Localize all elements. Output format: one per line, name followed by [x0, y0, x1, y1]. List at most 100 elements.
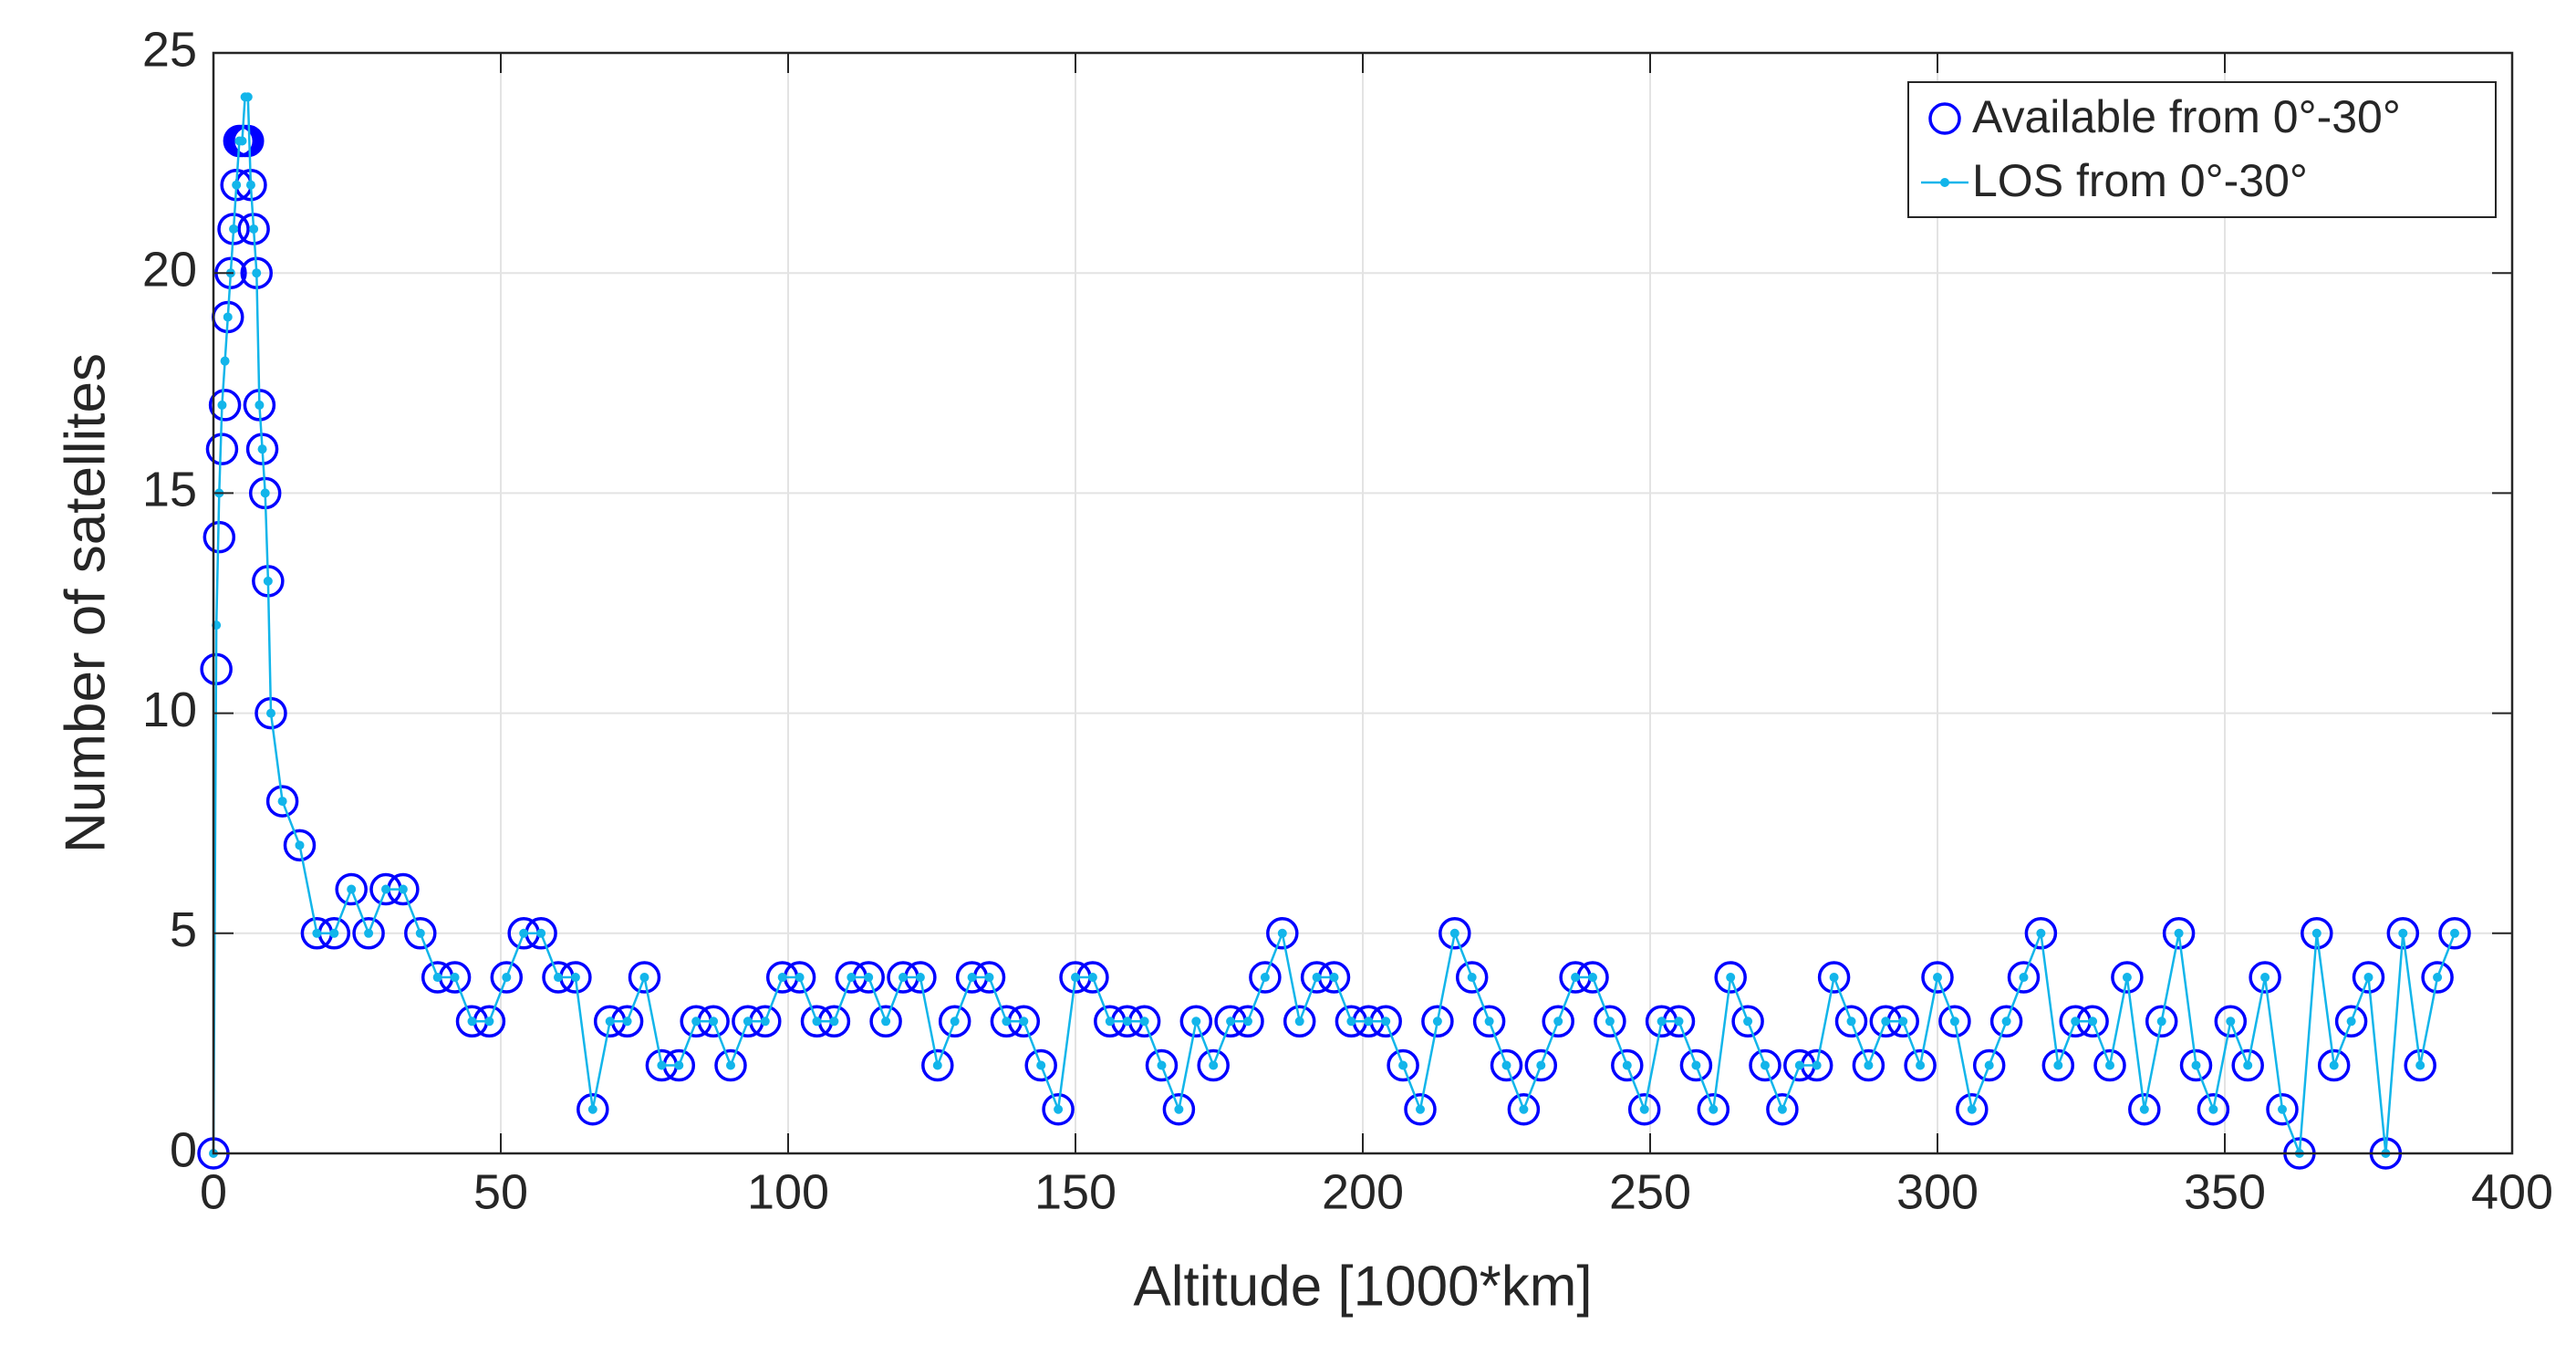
series-marker	[777, 973, 787, 983]
series-marker	[1627, 1093, 1661, 1126]
series-marker	[2156, 1017, 2166, 1027]
series-marker	[1594, 1005, 1626, 1038]
series-marker	[260, 488, 270, 498]
series-marker	[266, 708, 275, 718]
series-marker	[2438, 917, 2471, 950]
x-tick-label: 50	[473, 1164, 528, 1219]
series-marker	[1507, 1093, 1541, 1126]
series-marker	[2024, 917, 2058, 950]
series-marker	[1404, 1093, 1437, 1126]
series-marker	[1622, 1060, 1632, 1070]
series-marker	[674, 1060, 684, 1070]
series-marker	[1794, 1060, 1804, 1070]
series-marker	[921, 1048, 954, 1082]
series-marker	[243, 92, 253, 102]
series-marker	[938, 1005, 971, 1038]
series-marker	[1455, 961, 1489, 994]
series-marker	[1209, 1060, 1219, 1070]
series-marker	[1881, 1017, 1891, 1027]
legend-marker	[1928, 102, 1961, 135]
series-marker	[1657, 1017, 1667, 1027]
series-marker	[2450, 928, 2459, 938]
series-marker	[223, 312, 233, 322]
series-marker	[1674, 1017, 1684, 1027]
series-marker	[984, 973, 994, 983]
series-marker	[220, 356, 230, 366]
series-marker	[2093, 1048, 2126, 1082]
series-marker	[1277, 928, 1287, 938]
legend-box	[1907, 81, 2497, 218]
series-marker	[1956, 1093, 1989, 1126]
series-marker	[245, 180, 255, 190]
series-marker	[628, 961, 661, 994]
series-marker	[467, 1017, 477, 1027]
series-marker	[352, 917, 385, 950]
series-marker	[415, 928, 425, 938]
series-marker	[404, 917, 437, 950]
series-marker	[1490, 1048, 1523, 1082]
series-marker	[967, 973, 977, 983]
series-marker	[381, 884, 390, 894]
series-marker	[1553, 1017, 1563, 1027]
y-axis-label: Number of satellites	[54, 353, 117, 853]
series-marker	[2363, 973, 2373, 983]
series-marker	[277, 797, 287, 807]
series-marker	[760, 1017, 770, 1027]
series-marker	[2191, 1060, 2201, 1070]
series-marker	[1179, 1005, 1213, 1038]
series-marker	[1984, 1060, 1994, 1070]
series-marker	[1731, 1005, 1764, 1038]
series-marker	[1416, 1104, 1425, 1114]
series-marker	[1432, 1017, 1442, 1027]
y-tick-label: 25	[142, 22, 197, 77]
series-marker	[1243, 1017, 1252, 1027]
series-marker	[398, 884, 408, 894]
y-tick-label: 0	[170, 1122, 197, 1177]
plot-frame	[212, 51, 2514, 1155]
series-marker	[2421, 961, 2454, 994]
series-marker	[1588, 973, 1597, 983]
series-marker	[1571, 973, 1581, 983]
series-marker	[1949, 1017, 1959, 1027]
series-marker	[295, 840, 305, 850]
series-marker	[2111, 961, 2144, 994]
series-marker	[254, 400, 265, 410]
series-marker	[1197, 1048, 1230, 1082]
series-marker	[502, 973, 512, 983]
series-marker	[1249, 961, 1282, 994]
series-marker	[1042, 1093, 1075, 1126]
series-marker	[864, 973, 874, 983]
series-marker	[639, 973, 649, 983]
series-marker	[1846, 1017, 1856, 1027]
series-marker	[1691, 1060, 1701, 1070]
series-marker	[2346, 1017, 2356, 1027]
series-marker	[249, 224, 259, 234]
series-marker	[714, 1048, 747, 1082]
series-marker	[1605, 1017, 1615, 1027]
series-marker	[898, 973, 908, 983]
series-marker	[1743, 1017, 1753, 1027]
series-marker	[1524, 1048, 1558, 1082]
series-marker	[1967, 1104, 1977, 1114]
series-marker	[1283, 1005, 1316, 1038]
series-marker	[1542, 1005, 1574, 1038]
series-marker	[1421, 1005, 1454, 1038]
series-marker	[229, 224, 239, 234]
series-marker	[2415, 1060, 2425, 1070]
series-marker	[950, 1017, 960, 1027]
series-marker	[450, 973, 460, 983]
series-marker	[2214, 1005, 2248, 1038]
series-marker	[2145, 1005, 2178, 1038]
series-marker	[252, 268, 262, 278]
y-tick-label: 15	[142, 463, 197, 517]
series-marker	[622, 1017, 632, 1027]
series-marker	[1864, 1060, 1874, 1070]
legend-label: LOS from 0°-30°	[1972, 155, 2308, 206]
axes: 0 50 100 150 200 250 300 350 400 0 5 10 15 20 25 Altitu…	[54, 22, 2553, 1318]
series-marker	[881, 1017, 891, 1027]
series-marker	[1472, 1005, 1506, 1038]
series-marker	[1467, 973, 1477, 983]
series-marker	[1145, 1048, 1179, 1082]
series-marker	[1679, 1048, 1713, 1082]
